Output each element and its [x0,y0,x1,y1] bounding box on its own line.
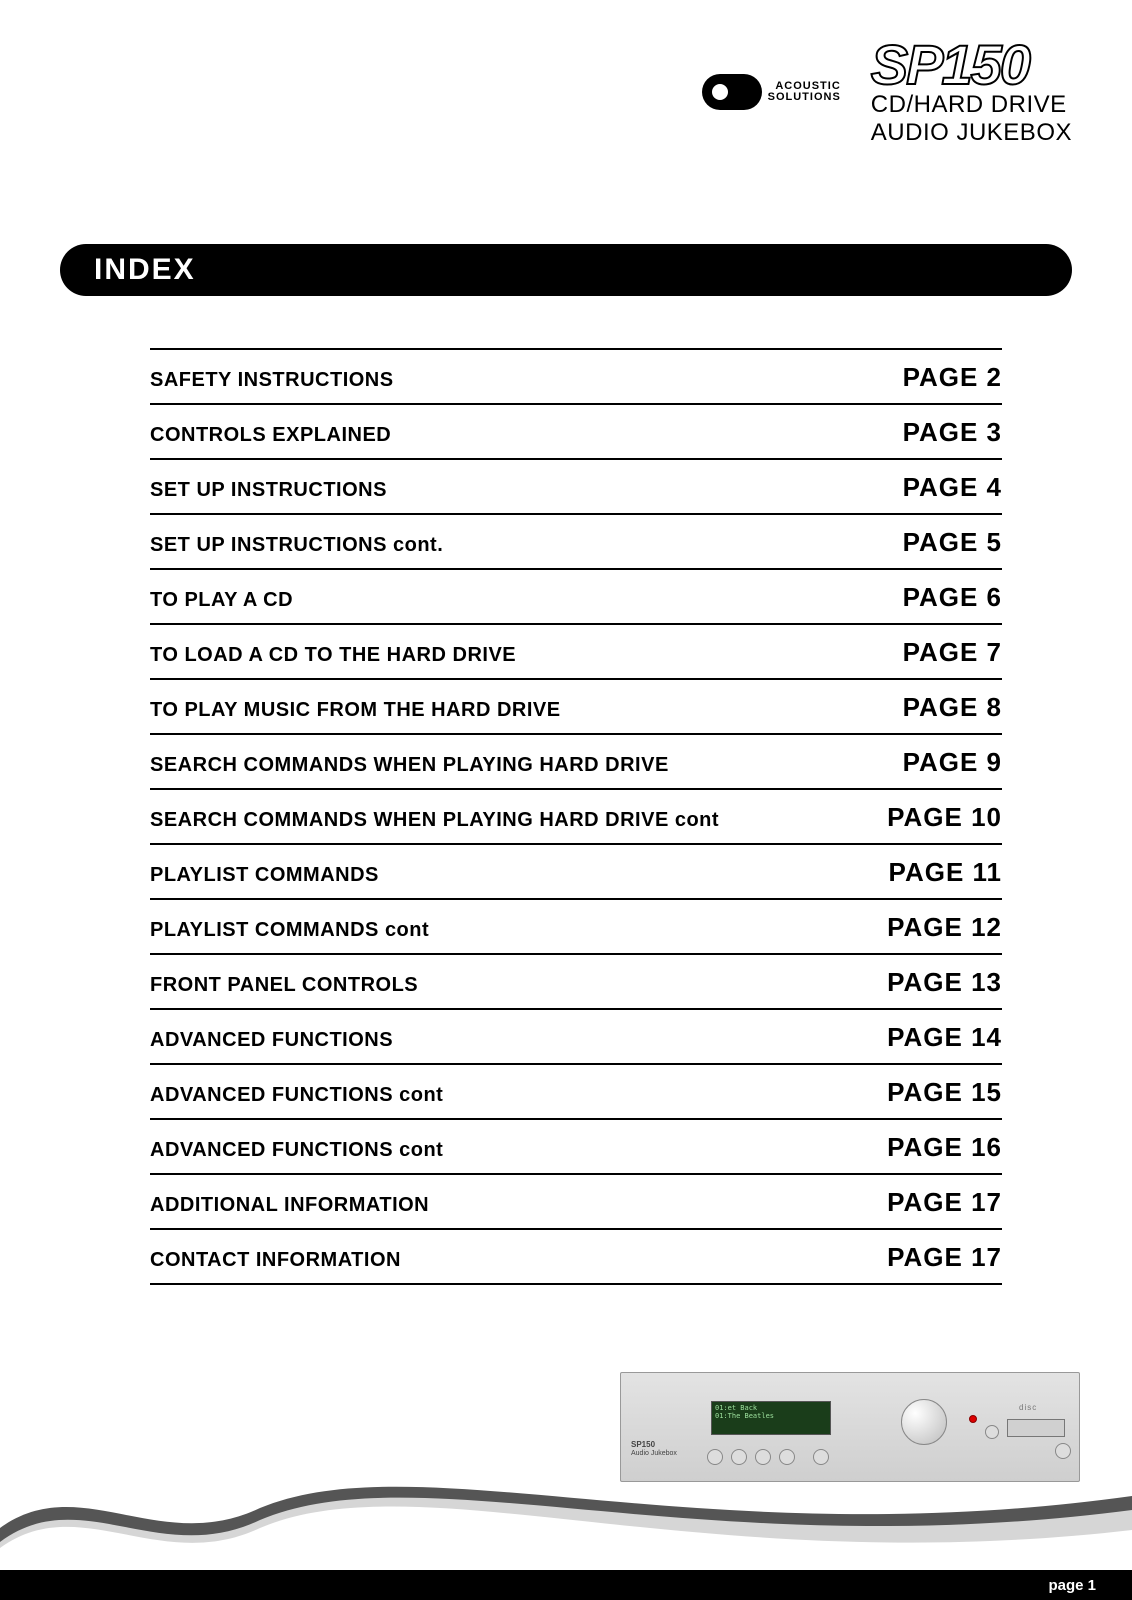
play-button-icon [731,1449,747,1465]
brand-mark-icon [702,74,762,110]
brand-line1: ACOUSTIC [775,80,840,92]
device-display [711,1401,831,1435]
eject-button-icon [985,1425,999,1439]
index-entry-title: PLAYLIST COMMANDS cont [150,919,429,942]
index-entry-title: ADDITIONAL INFORMATION [150,1194,429,1217]
model-subtitle-1: CD/HARD DRIVE [871,92,1072,117]
next-button-icon [755,1449,771,1465]
index-entry-page: PAGE 14 [887,1022,1002,1053]
index-entry-title: FRONT PANEL CONTROLS [150,974,418,997]
brand-text: ACOUSTIC SOLUTIONS [768,81,841,104]
model-subtitle-2: AUDIO JUKEBOX [871,120,1072,145]
index-entry-title: SEARCH COMMANDS WHEN PLAYING HARD DRIVE [150,754,669,777]
index-row: ADVANCED FUNCTIONS cont PAGE 15 [150,1063,1002,1118]
index-entry-title: SET UP INSTRUCTIONS cont. [150,534,443,557]
index-row: TO LOAD A CD TO THE HARD DRIVE PAGE 7 [150,623,1002,678]
power-led-icon [969,1415,977,1423]
index-row: SAFETY INSTRUCTIONS PAGE 2 [150,348,1002,403]
index-entry-page: PAGE 3 [903,417,1002,448]
index-row: TO PLAY A CD PAGE 6 [150,568,1002,623]
index-row: PLAYLIST COMMANDS cont PAGE 12 [150,898,1002,953]
index-entry-page: PAGE 7 [903,637,1002,668]
index-entry-page: PAGE 13 [887,967,1002,998]
menu-button-icon [813,1449,829,1465]
power-button-icon [1055,1443,1071,1459]
index-entry-page: PAGE 4 [903,472,1002,503]
header: ACOUSTIC SOLUTIONS SP150 CD/HARD DRIVE A… [702,40,1072,145]
section-heading-bar: INDEX [60,244,1072,296]
index-entry-page: PAGE 9 [903,747,1002,778]
index-entry-title: ADVANCED FUNCTIONS [150,1029,393,1052]
device-transport-buttons [707,1449,829,1465]
logo-row: ACOUSTIC SOLUTIONS SP150 CD/HARD DRIVE A… [702,40,1072,145]
index-entry-page: PAGE 17 [887,1187,1002,1218]
index-row: SET UP INSTRUCTIONS PAGE 4 [150,458,1002,513]
index-row: ADDITIONAL INFORMATION PAGE 17 [150,1173,1002,1228]
brand-logo: ACOUSTIC SOLUTIONS [702,74,841,110]
index-row: CONTACT INFORMATION PAGE 17 [150,1228,1002,1285]
device-model-label: SP150 Audio Jukebox [631,1441,677,1457]
model-block: SP150 CD/HARD DRIVE AUDIO JUKEBOX [871,40,1072,145]
stop-button-icon [779,1449,795,1465]
index-row: SEARCH COMMANDS WHEN PLAYING HARD DRIVE P… [150,733,1002,788]
index-list: SAFETY INSTRUCTIONS PAGE 2 CONTROLS EXPLAI… [150,348,1002,1285]
index-entry-page: PAGE 5 [903,527,1002,558]
brand-line2: SOLUTIONS [768,91,841,103]
index-row: FRONT PANEL CONTROLS PAGE 13 [150,953,1002,1008]
index-entry-title: SAFETY INSTRUCTIONS [150,369,394,392]
index-entry-title: TO PLAY MUSIC FROM THE HARD DRIVE [150,699,561,722]
device-illustration: SP150 Audio Jukebox disc [620,1372,1080,1482]
index-entry-page: PAGE 10 [887,802,1002,833]
index-entry-title: ADVANCED FUNCTIONS cont [150,1084,443,1107]
index-row: SEARCH COMMANDS WHEN PLAYING HARD DRIVE … [150,788,1002,843]
index-entry-page: PAGE 17 [887,1242,1002,1273]
cd-tray-icon [1007,1419,1065,1437]
index-entry-page: PAGE 12 [887,912,1002,943]
ribbon-decoration-icon [0,1470,1132,1560]
index-entry-page: PAGE 8 [903,692,1002,723]
index-row: TO PLAY MUSIC FROM THE HARD DRIVE PAGE 8 [150,678,1002,733]
index-entry-title: CONTACT INFORMATION [150,1249,401,1272]
prev-button-icon [707,1449,723,1465]
index-entry-page: PAGE 16 [887,1132,1002,1163]
footer-bar: page 1 [0,1570,1132,1600]
index-entry-page: PAGE 15 [887,1077,1002,1108]
index-row: ADVANCED FUNCTIONS cont PAGE 16 [150,1118,1002,1173]
device-model-text: SP150 [631,1440,655,1449]
device-sub-text: Audio Jukebox [631,1450,677,1457]
index-entry-title: ADVANCED FUNCTIONS cont [150,1139,443,1162]
page-number: page 1 [1048,1577,1096,1594]
model-number: SP150 [871,40,1072,90]
index-entry-title: TO PLAY A CD [150,589,293,612]
index-row: PLAYLIST COMMANDS PAGE 11 [150,843,1002,898]
section-title: INDEX [94,253,196,287]
index-row: ADVANCED FUNCTIONS PAGE 14 [150,1008,1002,1063]
disc-logo-text: disc [1019,1403,1037,1412]
index-row: CONTROLS EXPLAINED PAGE 3 [150,403,1002,458]
index-entry-page: PAGE 2 [903,362,1002,393]
index-entry-title: CONTROLS EXPLAINED [150,424,391,447]
index-entry-title: TO LOAD A CD TO THE HARD DRIVE [150,644,516,667]
index-entry-title: PLAYLIST COMMANDS [150,864,379,887]
index-entry-title: SET UP INSTRUCTIONS [150,479,387,502]
index-entry-page: PAGE 11 [889,857,1002,888]
index-entry-title: SEARCH COMMANDS WHEN PLAYING HARD DRIVE … [150,809,719,832]
index-entry-page: PAGE 6 [903,582,1002,613]
index-row: SET UP INSTRUCTIONS cont. PAGE 5 [150,513,1002,568]
jog-dial-icon [901,1399,947,1445]
